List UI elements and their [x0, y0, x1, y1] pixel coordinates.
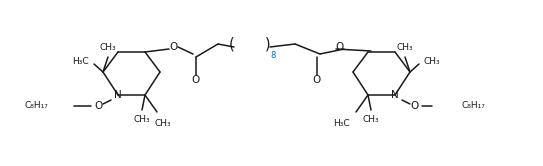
Text: C₈H₁₇: C₈H₁₇ [462, 101, 486, 111]
Text: O: O [411, 101, 419, 111]
Text: CH₃: CH₃ [363, 115, 380, 124]
Text: CH₃: CH₃ [155, 119, 171, 128]
Text: CH₃: CH₃ [100, 43, 116, 52]
Text: C₈H₁₇: C₈H₁₇ [24, 101, 48, 111]
Text: O: O [192, 75, 200, 85]
Text: N: N [114, 90, 122, 100]
Text: CH₃: CH₃ [134, 115, 150, 124]
Text: 8: 8 [270, 50, 275, 59]
Text: O: O [94, 101, 102, 111]
Text: CH₃: CH₃ [397, 43, 413, 52]
Text: ): ) [265, 37, 271, 51]
Text: (: ( [229, 37, 235, 51]
Text: N: N [391, 90, 399, 100]
Text: O: O [336, 42, 344, 52]
Text: H₃C: H₃C [333, 119, 350, 128]
Text: H₃C: H₃C [72, 56, 89, 66]
Text: O: O [169, 42, 177, 52]
Text: CH₃: CH₃ [424, 56, 440, 66]
Text: O: O [313, 75, 321, 85]
